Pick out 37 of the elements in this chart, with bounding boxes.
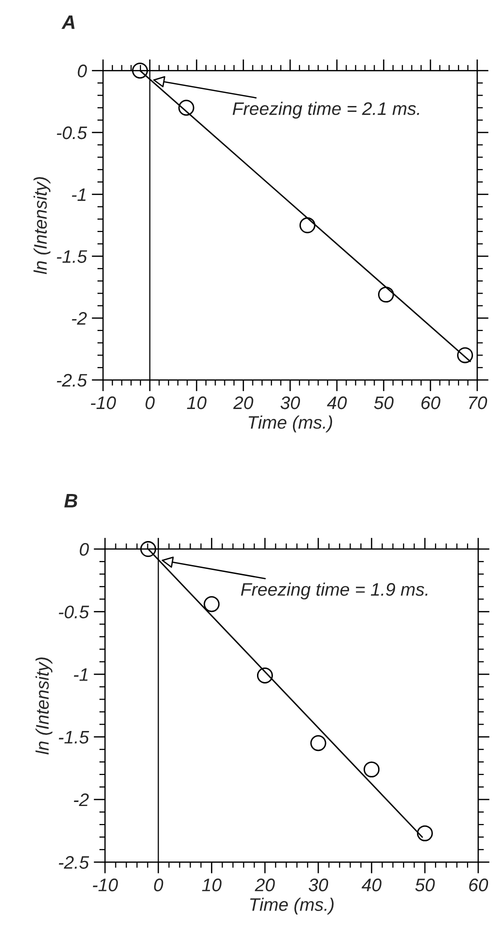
y-tick-label: -0.5 <box>58 606 90 618</box>
x-tick-label: 70 <box>469 396 488 410</box>
y-tick-label: -2 <box>74 793 89 806</box>
y-tick-label: -2.5 <box>56 374 88 387</box>
x-tick-label: 40 <box>326 396 347 410</box>
annotation: Freezing time = 1.9 ms. <box>240 582 428 600</box>
x-tick-label: 0 <box>146 396 155 410</box>
chart-title: A <box>61 16 75 29</box>
y-tick-label: -2.5 <box>58 856 90 869</box>
x-tick-label: 20 <box>233 396 254 410</box>
y-axis-title: ln (Intensity) <box>34 177 50 274</box>
y-tick-label: 0 <box>80 542 89 556</box>
x-tick-label: -10 <box>92 878 118 892</box>
y-tick-label: -0.5 <box>56 126 88 140</box>
x-tick-label: 50 <box>415 878 435 892</box>
x-tick-label: 10 <box>202 878 222 892</box>
x-tick-label: 50 <box>374 396 394 410</box>
x-tick-label: 40 <box>362 878 382 892</box>
x-tick-label: 60 <box>469 878 488 892</box>
y-tick-label: -1.5 <box>56 250 88 263</box>
y-axis-title: ln (Intensity) <box>36 657 52 754</box>
y-tick-label: -2 <box>72 312 87 325</box>
x-tick-label: -10 <box>90 396 116 410</box>
x-axis-title: Time (ms.) <box>248 416 332 432</box>
y-tick-label: -1.5 <box>58 731 90 744</box>
y-tick-label: 0 <box>78 64 87 78</box>
x-tick-label: 0 <box>154 878 164 892</box>
x-tick-label: 30 <box>308 878 328 892</box>
annotation: Freezing time = 2.1 ms. <box>232 102 420 119</box>
y-tick-label: -1 <box>72 188 86 201</box>
x-tick-label: 30 <box>280 396 300 410</box>
x-tick-label: 60 <box>421 396 440 410</box>
x-tick-label: 10 <box>187 396 206 410</box>
x-tick-label: 20 <box>254 878 275 892</box>
x-axis-title: Time (ms.) <box>250 898 334 915</box>
chart-title: B <box>64 494 78 508</box>
y-tick-label: -1 <box>74 668 88 681</box>
